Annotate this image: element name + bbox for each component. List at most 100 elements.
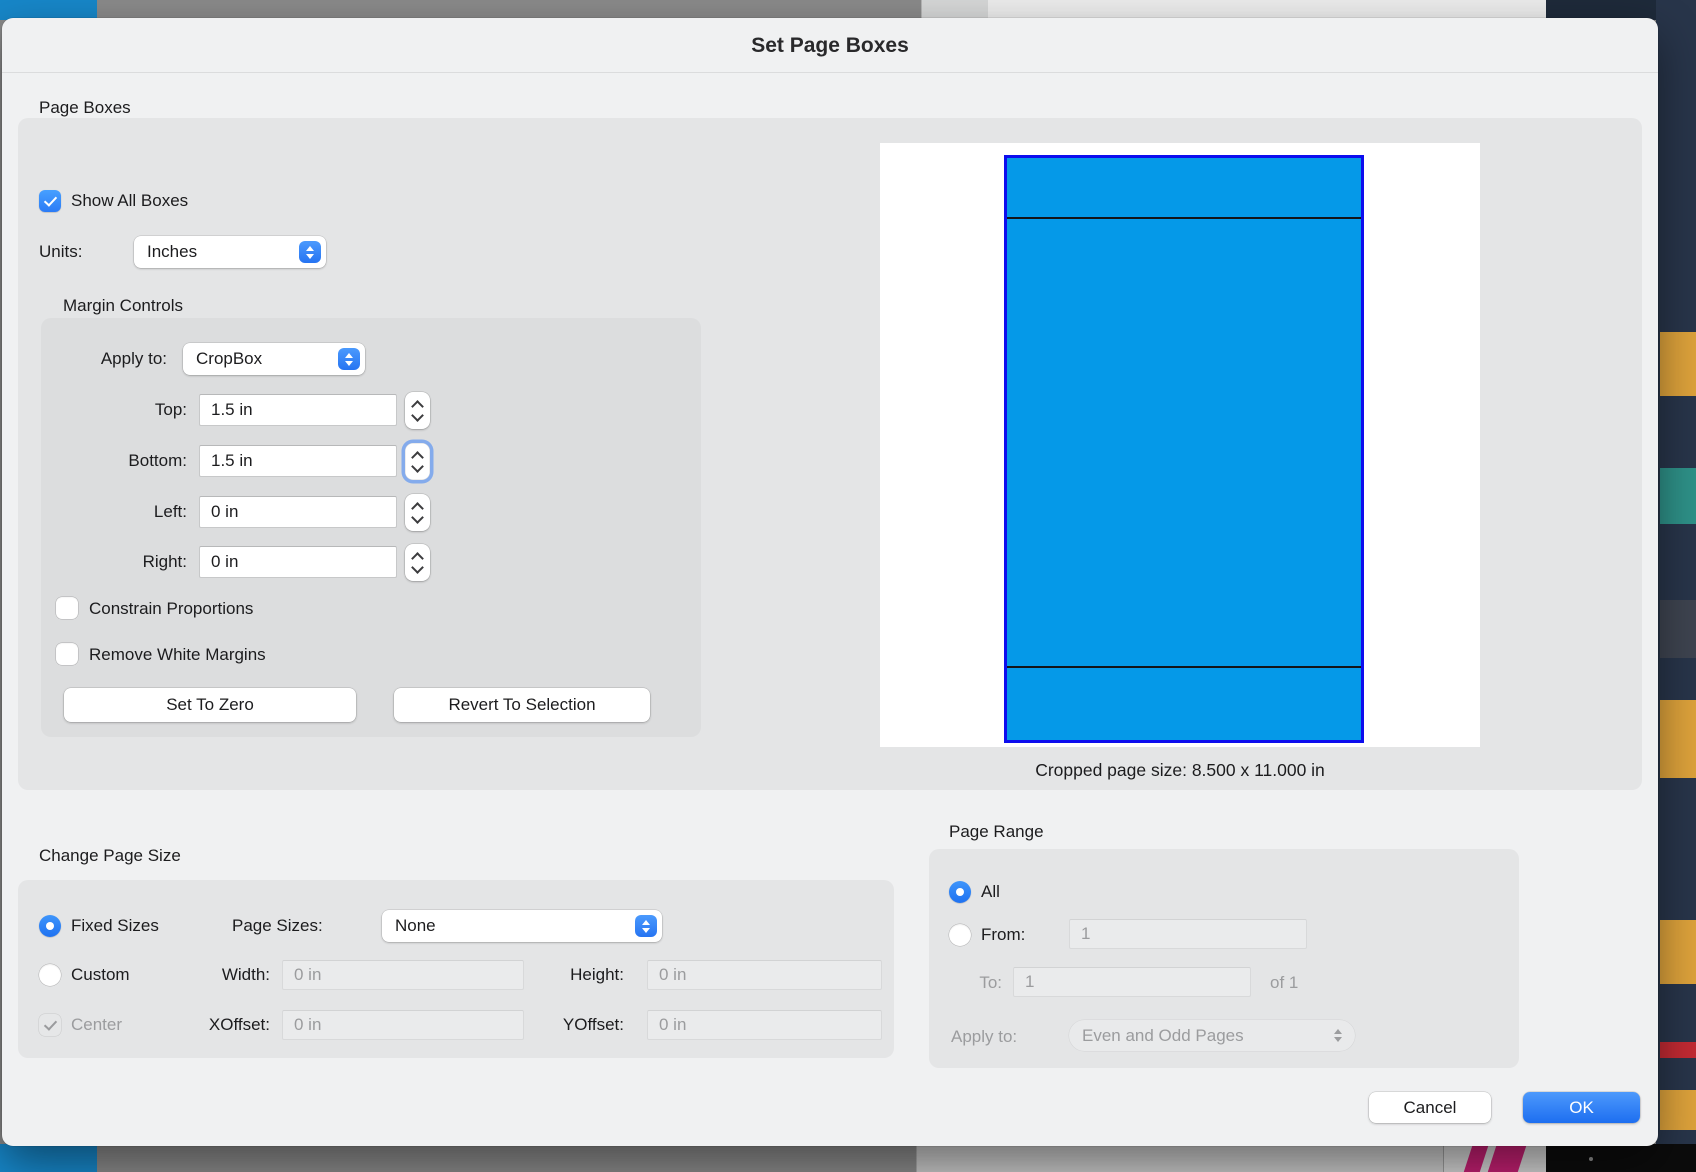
right-margin-value: 0 in: [211, 552, 239, 571]
xoffset-label: XOffset:: [208, 1015, 270, 1034]
cropped-page-size-text: Cropped page size: 8.500 x 11.000 in: [1035, 760, 1325, 780]
to-label: To:: [979, 973, 1002, 992]
page-sizes-dropdown-value: None: [395, 916, 436, 935]
cancel-button[interactable]: Cancel: [1369, 1092, 1491, 1123]
all-pages-radio[interactable]: [949, 881, 971, 903]
apply-to-dropdown-value: CropBox: [196, 349, 263, 368]
from-field: 1: [1069, 919, 1307, 949]
right-margin-label: Right:: [142, 552, 187, 571]
range-apply-to-label: Apply to:: [951, 1027, 1018, 1046]
units-label: Units:: [39, 242, 83, 261]
bottom-crop-line: [1007, 666, 1361, 668]
from-radio[interactable]: [949, 924, 971, 946]
background-right-browser-strip: [1656, 0, 1696, 1172]
revert-to-selection-button[interactable]: Revert To Selection: [394, 688, 650, 722]
page-sizes-label: Page Sizes:: [232, 916, 323, 935]
top-margin-stepper[interactable]: [405, 392, 430, 429]
from-value: 1: [1081, 924, 1091, 943]
constrain-proportions-checkbox[interactable]: [56, 597, 78, 619]
bottom-margin-field[interactable]: 1.5 in: [199, 445, 397, 477]
stepper-down-icon: [411, 560, 424, 574]
top-margin-label: Top:: [154, 400, 187, 419]
page-sizes-dropdown-chevrons-icon: [635, 915, 657, 937]
custom-radio[interactable]: [39, 964, 61, 986]
apply-to-label: Apply to:: [100, 349, 167, 368]
background-bottom-gray-window: [97, 1144, 916, 1172]
center-checkbox: [39, 1014, 61, 1036]
change-page-size-section-label: Change Page Size: [39, 846, 181, 865]
units-dropdown-chevrons-icon: [299, 241, 321, 263]
height-field: 0 in: [647, 960, 882, 990]
set-page-boxes-dialog: Set Page Boxes Page Boxes Show All Boxes…: [2, 18, 1658, 1146]
to-value: 1: [1025, 972, 1035, 991]
remove-white-margins-label: Remove White Margins: [89, 645, 266, 664]
fixed-sizes-radio[interactable]: [39, 915, 61, 937]
show-all-boxes-checkbox[interactable]: [39, 190, 61, 212]
title-divider: [2, 72, 1658, 73]
page-boxes-section-label: Page Boxes: [39, 98, 131, 117]
top-margin-value: 1.5 in: [211, 400, 253, 419]
preview-page: [1004, 155, 1364, 743]
background-bottom-mid-gray: [916, 1144, 1444, 1172]
bottom-margin-stepper[interactable]: [405, 443, 430, 480]
yoffset-field: 0 in: [647, 1010, 882, 1040]
right-margin-stepper[interactable]: [405, 544, 430, 581]
background-right-teal-patch: [1660, 468, 1696, 524]
stepper-down-icon: [411, 408, 424, 422]
background-bottom-dot: [1589, 1157, 1593, 1161]
to-field: 1: [1013, 967, 1251, 997]
right-margin-field[interactable]: 0 in: [199, 546, 397, 578]
width-label: Width:: [221, 965, 270, 984]
width-value: 0 in: [294, 965, 322, 984]
units-dropdown-value: Inches: [147, 242, 198, 261]
stepper-down-icon: [411, 510, 424, 524]
center-label: Center: [71, 1015, 123, 1034]
ok-button[interactable]: OK: [1523, 1092, 1640, 1123]
background-right-orange-patch-2: [1660, 700, 1696, 778]
left-margin-label: Left:: [153, 502, 187, 521]
stepper-down-icon: [411, 459, 424, 473]
width-field: 0 in: [282, 960, 524, 990]
height-label: Height:: [570, 965, 624, 984]
range-apply-to-value: Even and Odd Pages: [1082, 1025, 1244, 1045]
top-crop-line: [1007, 217, 1361, 219]
dialog-title: Set Page Boxes: [751, 34, 909, 57]
page-sizes-dropdown[interactable]: None: [382, 910, 662, 942]
range-apply-to-dropdown: Even and Odd Pages: [1069, 1020, 1355, 1051]
bottom-margin-value: 1.5 in: [211, 451, 253, 470]
background-top-blue-window: [0, 0, 97, 20]
background-right-orange-patch-4: [1660, 1090, 1696, 1130]
apply-to-dropdown[interactable]: CropBox: [183, 343, 365, 375]
yoffset-label: YOffset:: [562, 1015, 624, 1034]
remove-white-margins-checkbox[interactable]: [56, 643, 78, 665]
left-margin-value: 0 in: [211, 502, 239, 521]
ok-label: OK: [1569, 1097, 1594, 1117]
background-right-orange-patch-1: [1660, 332, 1696, 396]
background-top-light-toolbar: [921, 0, 989, 20]
background-top-lighter-toolbar: [988, 0, 1546, 20]
dialog-titlebar[interactable]: Set Page Boxes: [2, 18, 1658, 72]
page-range-section-label: Page Range: [949, 822, 1044, 841]
apply-to-dropdown-chevrons-icon: [338, 348, 360, 370]
left-margin-field[interactable]: 0 in: [199, 496, 397, 528]
page-preview-canvas: [880, 143, 1480, 747]
constrain-proportions-label: Constrain Proportions: [89, 599, 254, 618]
xoffset-value: 0 in: [294, 1015, 322, 1034]
show-all-boxes-label: Show All Boxes: [71, 191, 189, 210]
range-apply-to-chevrons-icon: [1334, 1020, 1342, 1051]
all-pages-label: All: [981, 882, 1000, 901]
top-margin-field[interactable]: 1.5 in: [199, 394, 397, 426]
left-margin-stepper[interactable]: [405, 494, 430, 531]
revert-to-selection-label: Revert To Selection: [448, 695, 596, 714]
margin-controls-label: Margin Controls: [63, 296, 183, 315]
background-right-dark-patch: [1660, 600, 1696, 658]
cancel-label: Cancel: [1403, 1097, 1457, 1117]
set-to-zero-button[interactable]: Set To Zero: [64, 688, 356, 722]
background-right-red-patch: [1660, 1042, 1696, 1058]
fixed-sizes-label: Fixed Sizes: [71, 916, 159, 935]
background-top-gray-window: [97, 0, 921, 20]
background-bottom-blue-window: [0, 1144, 97, 1172]
height-value: 0 in: [659, 965, 687, 984]
from-label: From:: [981, 925, 1026, 944]
units-dropdown[interactable]: Inches: [134, 236, 326, 268]
